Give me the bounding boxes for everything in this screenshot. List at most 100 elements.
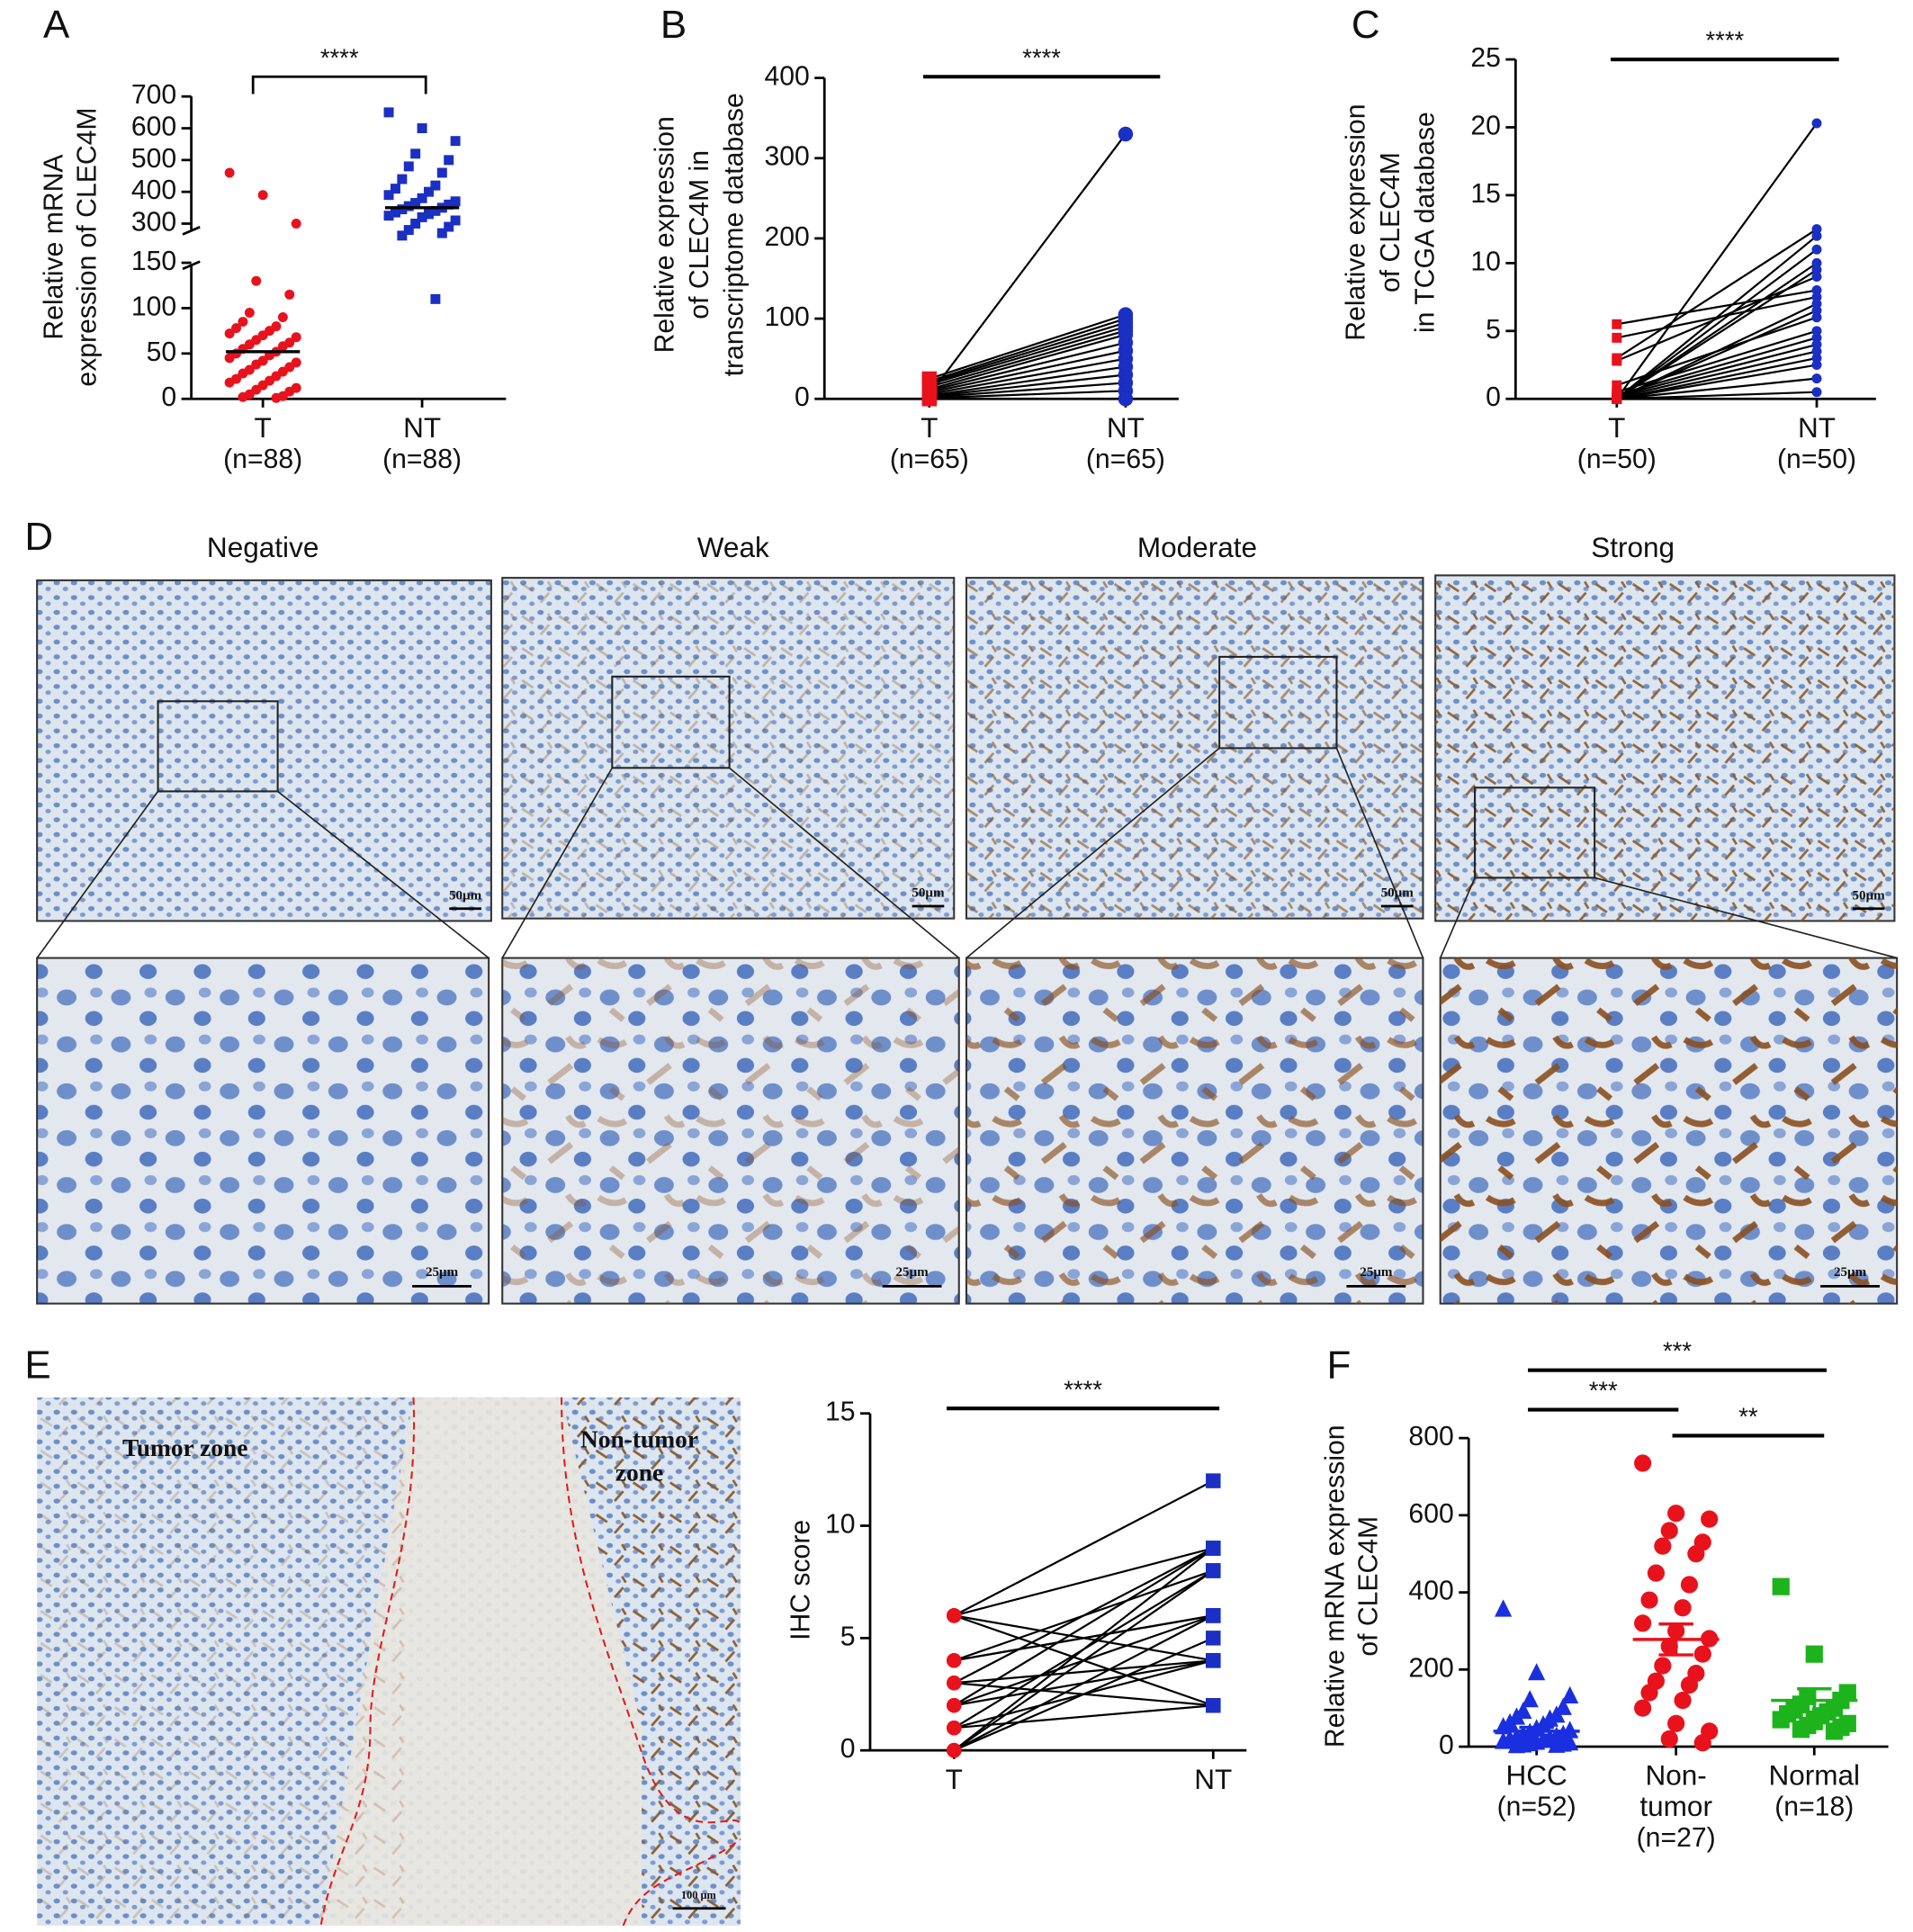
point [947,1653,962,1668]
point [1647,1564,1666,1582]
pair-line [953,1547,1214,1685]
y-tick-label: 10 [1470,247,1501,276]
significance-label: *** [1589,1377,1618,1405]
point [1680,1576,1699,1594]
point [1811,285,1822,296]
point [1206,1653,1221,1668]
pair-line [929,318,1127,382]
inset-box [1218,655,1338,750]
pair-line [1616,391,1818,400]
point [436,228,447,238]
point [1206,1473,1221,1488]
pair-line [929,382,1126,399]
y-tick-label: 500 [131,144,176,174]
ihc-image [36,957,490,1305]
point [1667,1714,1685,1732]
point [436,167,447,178]
pair-line [1616,268,1818,400]
y-tick-label: 400 [764,62,809,92]
point [238,368,248,379]
point [1634,1699,1652,1717]
y-axis-label: of CLEC4M in [685,150,714,319]
point [291,332,301,343]
point [397,204,408,215]
point [1206,1631,1221,1646]
y-tick-label: 100 [764,302,809,332]
pair-line [953,1547,1214,1707]
y-tick-label: 400 [131,175,176,205]
zone-label: Tumor zone [122,1434,247,1461]
point [1660,1730,1678,1748]
point [1772,1711,1790,1729]
zoom-line [501,767,614,958]
point [1811,332,1822,343]
point [1206,1541,1221,1556]
x-tick-label: T [921,411,938,444]
zone-label: zone [615,1460,663,1487]
group-note: (n=65) [890,445,969,474]
pair-line [953,1547,1214,1617]
point [1811,346,1822,356]
error-bar [1519,1725,1554,1737]
pair-line [953,1614,1214,1752]
group-note: (n=52) [1497,1793,1576,1822]
significance-label: ** [1738,1402,1758,1430]
point [947,1720,962,1736]
pair-line [954,1659,1214,1685]
x-tick-label: Normal [1768,1759,1860,1792]
point [390,207,400,218]
y-axis-label: Relative mRNA [40,154,69,340]
y-tick-label: 0 [840,1734,856,1764]
zoom-line [1594,876,1898,959]
x-tick-label: T [255,411,272,444]
y-axis-label: in TCGA database [1411,112,1441,333]
point [1674,1599,1692,1617]
scale-label: 100 μm [681,1889,717,1901]
x-tick-label: NT [1798,411,1836,444]
point [947,1608,962,1623]
x-tick-label: T [946,1763,963,1795]
point [947,1742,962,1758]
point [224,167,235,178]
point [1811,326,1822,337]
point [390,184,400,194]
point [1667,1505,1685,1523]
point [1811,353,1822,364]
point [1654,1657,1672,1675]
point [1118,126,1134,142]
point [1811,360,1822,371]
x-tick-label: T [1608,411,1625,444]
y-tick-label: 700 [131,80,176,110]
point [444,155,454,166]
point [1811,387,1822,398]
pair-line [929,329,1127,388]
y-axis-label: IHC score [786,1520,816,1640]
group-note: (n=50) [1577,445,1657,474]
pair-line [929,333,1127,391]
point [1811,224,1822,235]
point [1811,292,1822,302]
point [397,230,408,241]
point [1548,1735,1566,1753]
column-label: Strong [1591,531,1675,563]
point [921,391,938,407]
ihc-stain [1435,575,1895,921]
y-axis-label: Relative expression [651,116,680,353]
zoom-line [277,790,489,959]
point [277,312,288,322]
column-label: Moderate [1137,531,1257,563]
point [1640,1684,1658,1702]
point [1811,118,1822,129]
point [417,211,427,222]
point [430,180,441,191]
pair-line [1616,343,1818,398]
y-tick-label: 20 [1470,111,1501,140]
significance-label: **** [1705,26,1744,54]
group-note: (n=27) [1637,1823,1716,1853]
pair-line [1616,310,1818,400]
y-tick-label: 0 [1439,1730,1454,1760]
pair-line [1616,289,1818,326]
point [291,219,301,229]
pair-line [1615,122,1818,400]
zone-boundary [319,1397,416,1927]
